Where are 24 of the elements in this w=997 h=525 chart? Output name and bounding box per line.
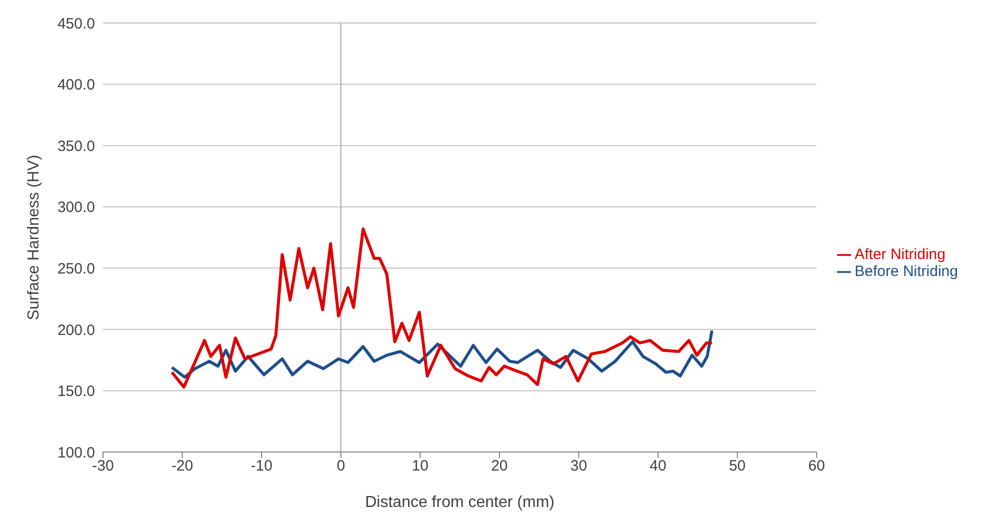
y-tick-label: 250.0 <box>57 260 95 278</box>
x-tick-label: -10 <box>250 458 272 475</box>
x-tick-label: 30 <box>570 458 588 475</box>
x-tick-label: 0 <box>336 458 346 475</box>
x-tick-label: 40 <box>650 458 666 475</box>
line-series <box>170 329 714 379</box>
y-tick-label: 400.0 <box>57 76 95 94</box>
legend-label: Before Nitriding <box>854 262 958 280</box>
y-tick-label: 450.0 <box>57 15 95 32</box>
x-tick-label: -20 <box>171 458 194 475</box>
x-tick-label: 60 <box>808 458 825 475</box>
x-tick-label: 50 <box>728 458 746 475</box>
legend-label: After Nitriding <box>854 246 946 262</box>
y-tick-label: 300.0 <box>57 199 95 216</box>
y-axis-title: Surface Hardness (HV) <box>26 154 43 320</box>
x-tick-label: 20 <box>491 458 508 475</box>
y-tick-label: 100.0 <box>57 444 95 462</box>
x-axis-title: Distance from center (mm) <box>365 494 554 511</box>
x-tick-label: 10 <box>412 458 429 475</box>
x-tick-label: -30 <box>92 458 114 475</box>
line-series <box>170 227 714 389</box>
y-tick-label: 150.0 <box>57 383 95 400</box>
y-tick-label: 200.0 <box>57 322 95 339</box>
y-tick-label: 350.0 <box>57 138 95 155</box>
